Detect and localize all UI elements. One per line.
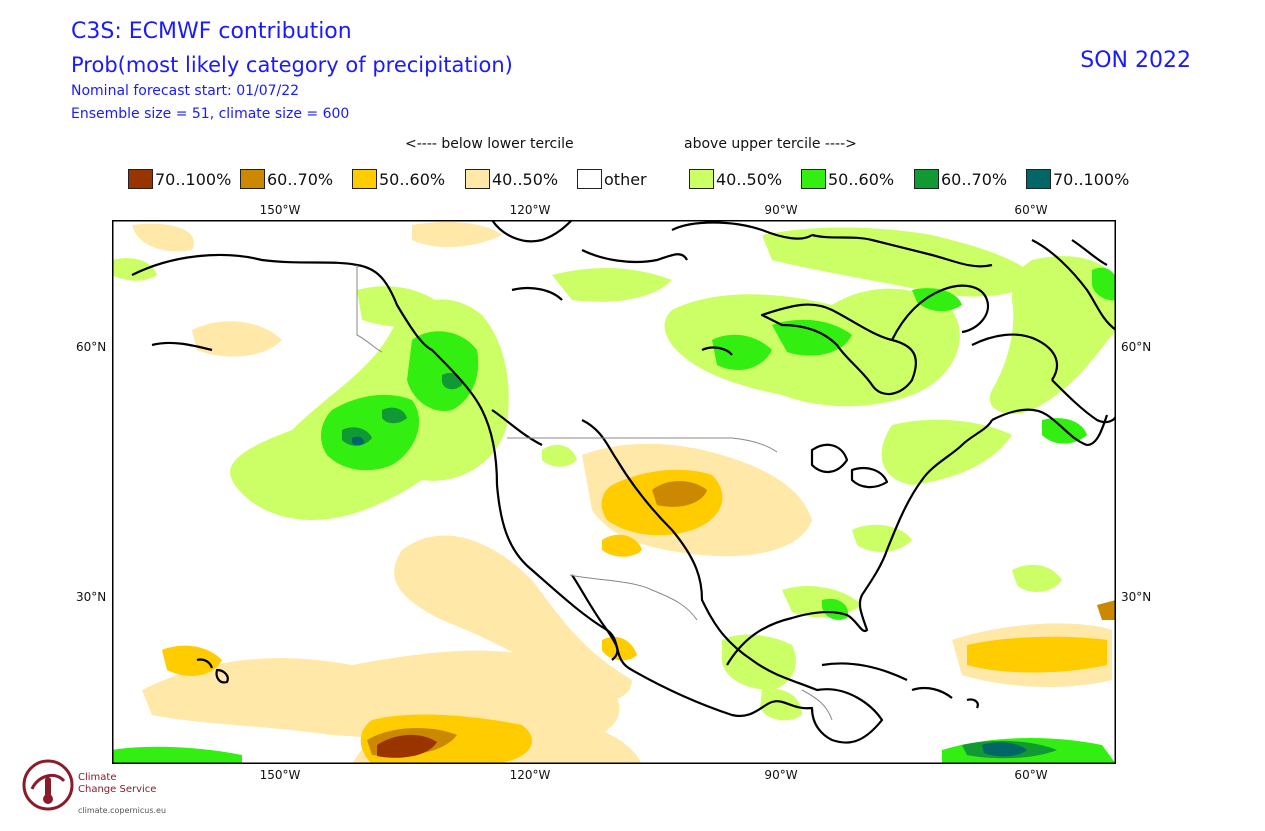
legend-item-above-50-60: 50..60%	[801, 168, 894, 190]
legend-swatch	[240, 169, 265, 189]
legend-swatch	[465, 169, 490, 189]
legend-label: 50..60%	[379, 169, 446, 189]
logo-text: Climate Change Service	[78, 772, 178, 796]
map-title: C3S: ECMWF contribution	[71, 19, 352, 44]
ensemble-size-text: Ensemble size = 51, climate size = 600	[71, 106, 350, 122]
lon-label-150w-bottom: 150°W	[259, 768, 301, 782]
coastlines	[131, 220, 1116, 744]
legend-swatch	[352, 169, 377, 189]
legend-swatch	[577, 169, 602, 189]
legend-item-above-70-100: 70..100%	[1026, 168, 1129, 190]
map-frame	[112, 220, 1116, 764]
legend-label: 40..50%	[716, 169, 783, 189]
legend-label: 40..50%	[492, 169, 559, 189]
below-tercile-label: <---- below lower tercile	[405, 136, 574, 152]
legend-swatch	[128, 169, 153, 189]
legend-label: 60..70%	[267, 169, 334, 189]
season-label: SON 2022	[1080, 48, 1191, 73]
lat-label-30n-right: 30°N	[1121, 590, 1152, 604]
legend-item-below-70-100: 70..100%	[128, 168, 231, 190]
lat-label-60n-right: 60°N	[1121, 340, 1152, 354]
lat-label-60n-left: 60°N	[76, 340, 107, 354]
legend-label: 70..100%	[155, 169, 232, 189]
lat-label-30n-left: 30°N	[76, 590, 107, 604]
legend-item-below-60-70: 60..70%	[240, 168, 333, 190]
legend: 70..100% 60..70% 50..60% 40..50% other 4…	[0, 168, 1265, 192]
country-borders	[356, 265, 833, 721]
logo-line2: Change Service	[78, 784, 157, 795]
above-tercile-label: above upper tercile ---->	[684, 136, 857, 152]
lon-label-60w-top: 60°W	[1014, 203, 1048, 217]
legend-label: 70..100%	[1053, 169, 1130, 189]
lon-label-120w-bottom: 120°W	[509, 768, 551, 782]
legend-item-below-50-60: 50..60%	[352, 168, 445, 190]
lon-label-90w-top: 90°W	[764, 203, 798, 217]
probability-fields	[112, 222, 1116, 764]
legend-label: other	[604, 169, 647, 189]
lon-label-90w-bottom: 90°W	[764, 768, 798, 782]
c3s-logo	[22, 759, 74, 811]
legend-label: 60..70%	[941, 169, 1008, 189]
legend-swatch	[1026, 169, 1051, 189]
legend-item-above-60-70: 60..70%	[914, 168, 1007, 190]
legend-swatch	[801, 169, 826, 189]
lon-label-150w-top: 150°W	[259, 203, 301, 217]
lon-label-120w-top: 120°W	[509, 203, 551, 217]
legend-swatch	[689, 169, 714, 189]
legend-label: 50..60%	[828, 169, 895, 189]
forecast-start-text: Nominal forecast start: 01/07/22	[71, 83, 300, 99]
legend-item-above-40-50: 40..50%	[689, 168, 782, 190]
probability-map	[112, 220, 1116, 764]
legend-item-below-40-50: 40..50%	[465, 168, 558, 190]
lon-label-60w-bottom: 60°W	[1014, 768, 1048, 782]
logo-url: climate.copernicus.eu	[78, 806, 167, 815]
logo-line1: Climate	[78, 772, 117, 783]
legend-swatch	[914, 169, 939, 189]
legend-item-other: other	[577, 168, 647, 190]
map-subtitle: Prob(most likely category of precipitati…	[71, 53, 513, 77]
